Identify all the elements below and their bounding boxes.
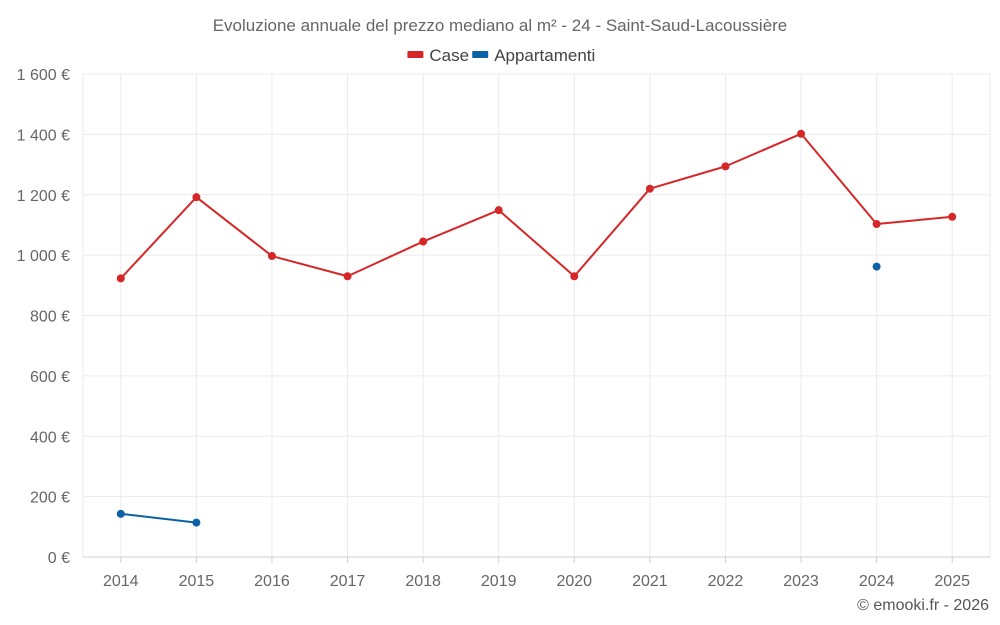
grid — [82, 73, 991, 557]
y-tick-label: 600 € — [30, 369, 70, 386]
legend-swatch — [407, 51, 424, 58]
legend-item-appartamenti: Appartamenti — [472, 46, 595, 65]
data-point — [494, 206, 503, 215]
x-tick-label: 2018 — [405, 573, 441, 590]
data-point — [797, 129, 806, 138]
data-point — [343, 272, 352, 281]
x-tick-label: 2020 — [556, 573, 592, 590]
data-point — [872, 220, 881, 229]
y-tick-label: 200 € — [30, 490, 70, 507]
y-tick-label: 1 600 € — [17, 67, 70, 84]
x-tick-label: 2025 — [934, 573, 970, 590]
legend-item-case: Case — [407, 46, 469, 65]
data-point — [116, 274, 125, 283]
x-tick-label: 2015 — [179, 573, 215, 590]
data-point — [570, 272, 579, 281]
x-tick-label: 2024 — [859, 573, 895, 590]
series-layer — [116, 129, 957, 527]
data-point — [192, 518, 201, 527]
axes: 0 € 200 € 400 € 600 € 800 € 1 000 € 1 200 € 1 4… — [17, 67, 990, 590]
legend: Case Appartamenti — [407, 46, 595, 65]
x-tick-label: 2016 — [254, 573, 290, 590]
data-point — [192, 193, 201, 202]
x-tick-label: 2022 — [708, 573, 744, 590]
data-point — [419, 237, 428, 246]
data-point — [721, 162, 730, 171]
data-point — [267, 252, 276, 261]
y-tick-label: 1 400 € — [17, 127, 70, 144]
credit-text: © emooki.fr - 2026 — [857, 597, 989, 614]
x-tick-label: 2023 — [783, 573, 819, 590]
y-tick-label: 0 € — [48, 550, 70, 567]
legend-label: Case — [429, 46, 469, 65]
data-point — [645, 184, 654, 193]
series-case — [116, 129, 957, 283]
data-point — [948, 212, 957, 221]
legend-swatch — [472, 51, 489, 58]
y-tick-label: 800 € — [30, 309, 70, 326]
x-tick-label: 2014 — [103, 573, 139, 590]
data-point — [872, 262, 881, 271]
data-point — [116, 509, 125, 518]
series-line — [120, 512, 197, 524]
series-line — [120, 132, 953, 280]
x-tick-label: 2019 — [481, 573, 517, 590]
chart-title: Evoluzione annuale del prezzo mediano al… — [213, 16, 788, 35]
y-tick-label: 1 000 € — [17, 248, 70, 265]
x-tick-label: 2017 — [330, 573, 366, 590]
series-appartamenti — [116, 262, 881, 527]
y-tick-label: 400 € — [30, 429, 70, 446]
legend-label: Appartamenti — [494, 46, 595, 65]
y-tick-label: 1 200 € — [17, 188, 70, 205]
x-tick-label: 2021 — [632, 573, 668, 590]
